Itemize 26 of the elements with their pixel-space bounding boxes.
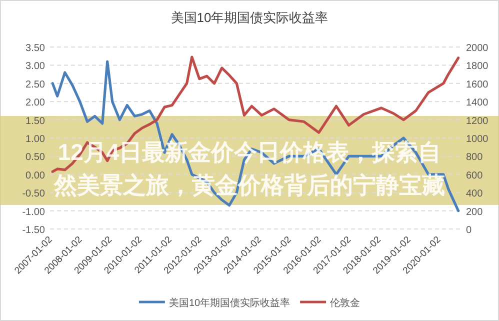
- y2-tick-label: 600: [466, 170, 484, 182]
- y2-tick-label: 1400: [466, 98, 489, 109]
- y-tick-label: 0.50: [26, 152, 46, 164]
- y2-tick-label: 1000: [466, 134, 489, 145]
- y2-tick-label: 2000: [466, 43, 489, 54]
- y-tick-label: 1.50: [26, 116, 46, 127]
- y2-tick-label: 1600: [466, 79, 489, 90]
- y-tick-label: 3.00: [26, 61, 46, 72]
- y-tick-label: -0.50: [22, 188, 46, 200]
- y-tick-label: 0.00: [26, 170, 46, 182]
- y2-tick-label: 200: [466, 206, 484, 218]
- y2-tick-label: 800: [466, 152, 484, 164]
- y2-tick-label: 0: [466, 225, 472, 236]
- chart-title: 美国10年期国债实际收益率: [170, 10, 328, 25]
- legend-label: 美国10年期国债实际收益率: [168, 297, 290, 309]
- legend-label: 伦敦金: [330, 297, 360, 309]
- y-tick-label: -1.00: [22, 206, 46, 218]
- y2-tick-label: 1800: [466, 61, 489, 72]
- y-tick-label: 1.00: [26, 134, 46, 145]
- y2-tick-label: 400: [466, 188, 484, 200]
- y-tick-label: 3.50: [26, 43, 46, 54]
- line-series: [51, 60, 460, 212]
- y-tick-label: 2.00: [26, 98, 46, 109]
- y-tick-label: 2.50: [26, 79, 46, 90]
- y2-tick-label: 1200: [466, 116, 489, 127]
- y-tick-label: -1.50: [22, 225, 46, 236]
